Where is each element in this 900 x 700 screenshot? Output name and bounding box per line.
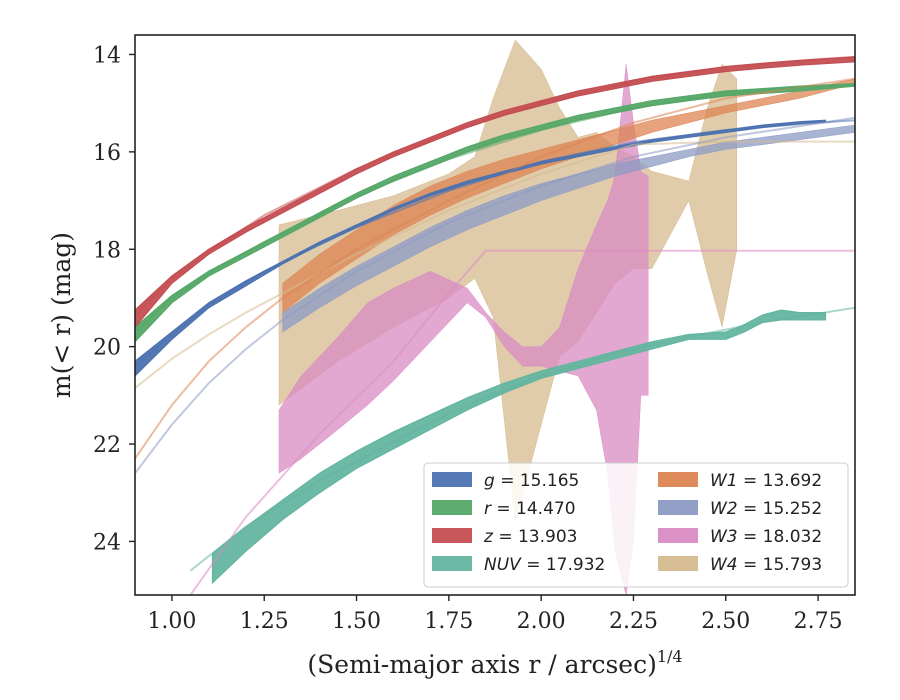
x-tick-label: 2.00 [517, 609, 566, 634]
model-curves [135, 55, 855, 595]
band-w3 [278, 64, 649, 595]
model-curve-g [135, 119, 855, 367]
band-nuv [211, 309, 827, 585]
legend-label: W3 = 18.032 [710, 527, 822, 547]
y-tick-label: 24 [93, 530, 121, 555]
x-tick-label: 1.75 [424, 609, 473, 634]
x-tick-label: 2.75 [794, 609, 843, 634]
legend: g = 15.165 r = 14.470 z = 13.903 NUV = 17.9… [423, 462, 849, 588]
model-curve-nuv [189, 306, 855, 572]
legend-item-w4: W4 = 15.793 [658, 555, 822, 575]
legend-swatch [432, 472, 472, 487]
band-r [135, 83, 855, 343]
y-axis-label: m(< r) (mag) [47, 232, 76, 398]
legend-box [423, 462, 849, 588]
legend-swatch [432, 528, 472, 543]
model-curve-w2 [135, 116, 855, 474]
x-tick-label: 2.25 [609, 609, 658, 634]
legend-swatch [658, 500, 698, 515]
y-tick-label: 14 [93, 43, 121, 68]
y-axis-ticks: 14 16 18 20 22 24 [93, 43, 135, 555]
x-tick-label: 1.50 [332, 609, 381, 634]
model-curve-w4 [135, 140, 855, 389]
legend-item-w3: W3 = 18.032 [658, 527, 822, 547]
legend-swatch [432, 556, 472, 571]
legend-swatch [432, 500, 472, 515]
model-curve-w1 [135, 77, 855, 460]
legend-item-nuv: NUV = 17.932 [432, 555, 605, 575]
model-curve-r [135, 82, 855, 333]
x-axis-label: (Semi-major axis r / arcsec)1/4 [307, 647, 682, 679]
legend-item-w2: W2 = 15.252 [658, 499, 822, 519]
x-axis-ticks: 1.00 1.25 1.50 1.75 2.00 2.25 2.50 2.75 [147, 595, 843, 634]
y-tick-label: 18 [93, 238, 121, 263]
band-w1 [282, 78, 855, 314]
y-tick-label: 22 [93, 433, 121, 458]
legend-swatch [658, 472, 698, 487]
x-tick-label: 1.00 [147, 609, 196, 634]
y-tick-label: 16 [93, 141, 121, 166]
model-curve-z [135, 55, 855, 316]
legend-swatch [658, 556, 698, 571]
legend-label: W4 = 15.793 [710, 555, 822, 575]
plot-frame [134, 34, 856, 596]
band-z [135, 56, 855, 329]
y-tick-label: 20 [93, 336, 121, 361]
legend-item-w1: W1 = 13.692 [658, 471, 822, 491]
legend-label: W1 = 13.692 [710, 471, 822, 491]
legend-label: r = 14.470 [484, 499, 576, 519]
legend-label: z = 13.903 [483, 527, 577, 547]
legend-item-r: r = 14.470 [432, 499, 576, 519]
legend-item-g: g = 15.165 [432, 471, 579, 491]
x-tick-label: 1.25 [240, 609, 289, 634]
band-w2 [282, 124, 855, 333]
legend-label: NUV = 17.932 [484, 555, 605, 575]
x-tick-label: 2.50 [701, 609, 750, 634]
legend-swatch [658, 528, 698, 543]
legend-label: g = 15.165 [484, 471, 579, 491]
legend-label: W2 = 15.252 [710, 499, 822, 519]
model-curve-w3 [189, 249, 855, 595]
legend-item-z: z = 13.903 [432, 527, 577, 547]
